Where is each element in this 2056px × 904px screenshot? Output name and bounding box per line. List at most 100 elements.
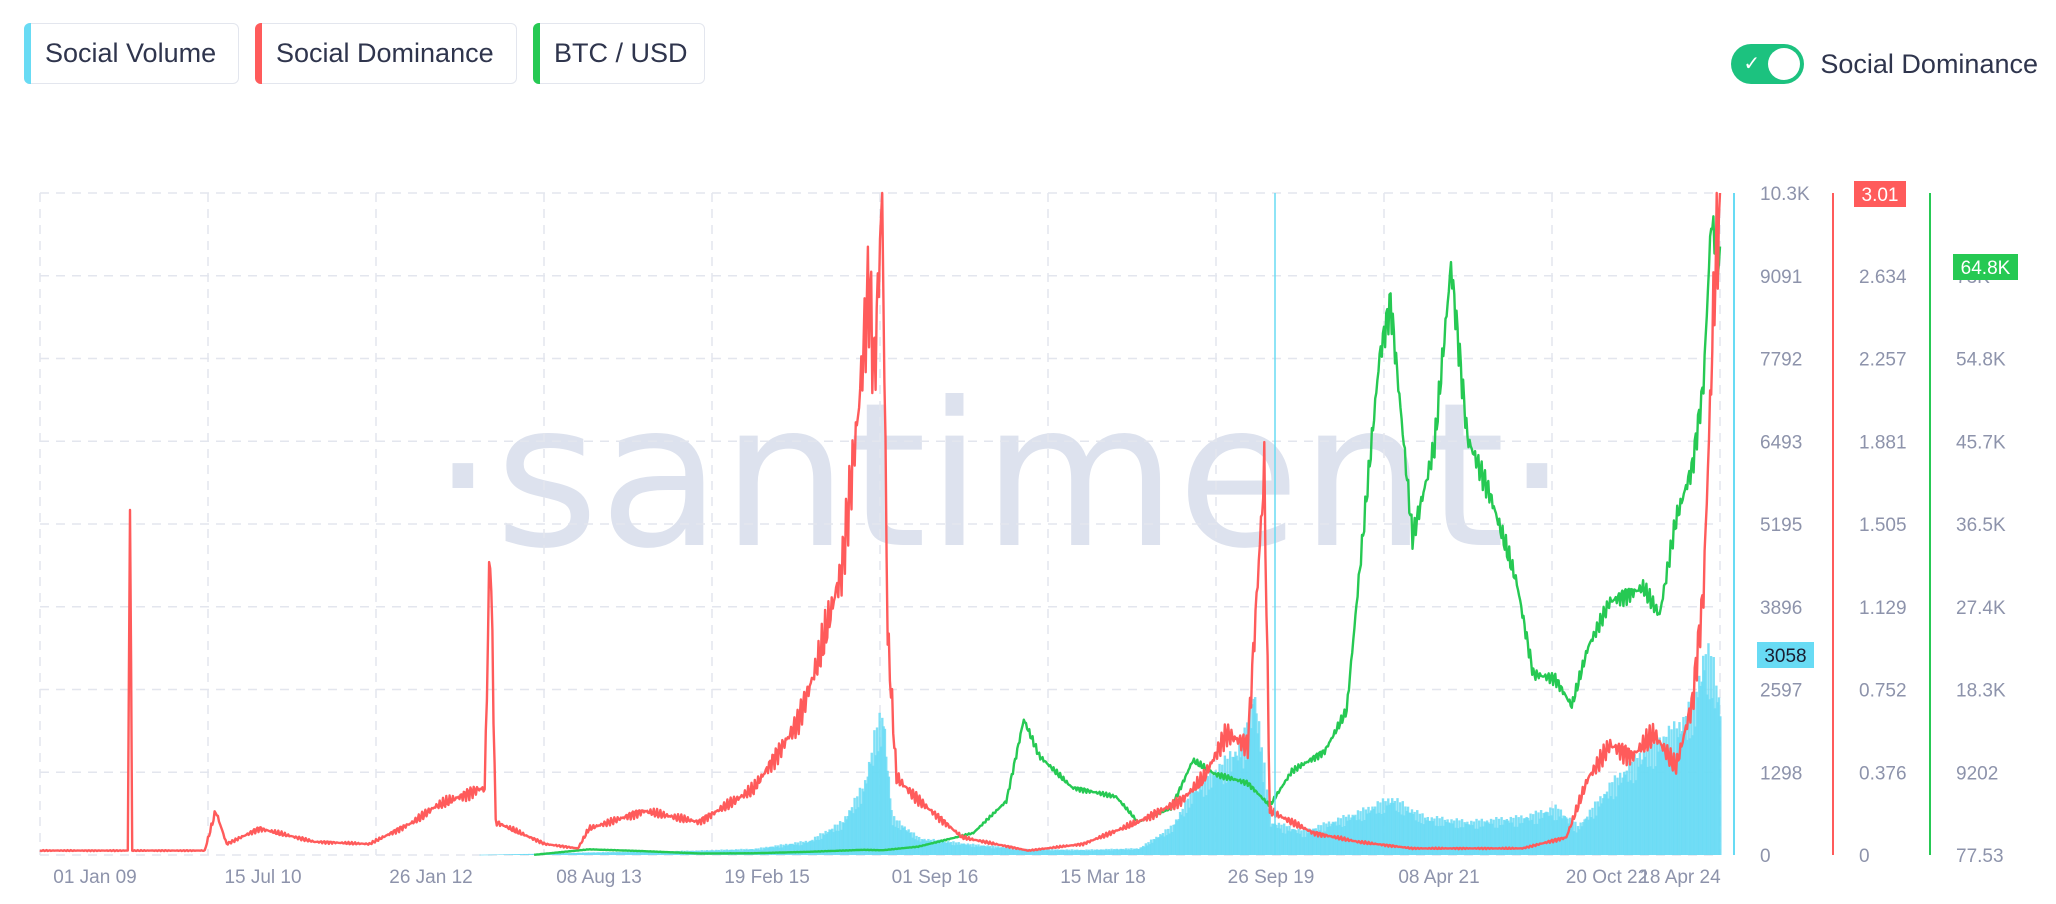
volume-bar <box>1622 771 1626 855</box>
volume-bar <box>524 854 527 855</box>
volume-bar <box>1035 850 1038 855</box>
volume-bar <box>1422 824 1426 855</box>
current-value-badge <box>1757 642 1814 668</box>
volume-bar <box>957 842 960 855</box>
volume-bar <box>902 827 905 855</box>
volume-bar <box>907 829 910 855</box>
volume-bar <box>622 852 626 855</box>
social-dominance-toggle[interactable]: ✓ <box>1731 44 1805 84</box>
axes: 01 Jan 09 15 Jul 10 26 Jan 12 08 Aug 13 19 F… <box>53 181 2018 888</box>
volume-bar <box>1359 811 1362 855</box>
volume-bar <box>479 854 482 856</box>
volume-bar <box>1111 850 1115 855</box>
volume-bar <box>754 848 758 855</box>
volume-bar <box>904 830 908 855</box>
volume-bar <box>985 846 988 855</box>
volume-bar <box>892 816 896 855</box>
volume-bar <box>1333 822 1336 855</box>
volume-bar <box>1363 819 1366 855</box>
volume-bar <box>643 851 647 855</box>
volume-bar <box>1616 777 1619 855</box>
volume-bar <box>832 832 835 855</box>
volume-bar <box>1400 814 1403 855</box>
volume-bar <box>1579 822 1582 855</box>
volume-bar <box>496 854 499 855</box>
volume-bar <box>824 830 827 855</box>
volume-bar <box>1549 807 1552 855</box>
volume-bar <box>827 831 830 855</box>
volume-bar <box>1373 806 1377 855</box>
volume-bar <box>655 851 659 855</box>
volume-bar <box>1488 823 1491 855</box>
volume-bar <box>1644 756 1647 855</box>
volume-bar <box>962 843 966 855</box>
volume-bar <box>1039 849 1042 855</box>
volume-bar <box>1471 824 1474 855</box>
volume-bar <box>1532 814 1535 855</box>
volume-bar <box>912 832 916 855</box>
volume-bar <box>516 854 519 855</box>
volume-bar <box>1454 827 1457 855</box>
volume-bar <box>1101 849 1104 855</box>
volume-bar <box>1456 828 1460 855</box>
volume-bar <box>1306 833 1310 855</box>
volume-bar <box>1178 812 1182 855</box>
volume-bar <box>1576 826 1580 855</box>
volume-bar <box>1240 743 1244 855</box>
volume-bar <box>866 776 870 855</box>
volume-bar <box>796 842 800 855</box>
volume-bar <box>1557 808 1560 855</box>
volume-bar <box>831 828 834 855</box>
volume-bar <box>1057 850 1061 855</box>
volume-bar <box>630 852 634 855</box>
volume-bar <box>520 854 523 855</box>
volume-bar <box>906 831 909 855</box>
volume-bar <box>1687 701 1690 855</box>
volume-bar <box>1285 826 1289 855</box>
volume-bar <box>1596 801 1599 855</box>
volume-bar <box>1350 817 1353 855</box>
volume-bar <box>1215 774 1219 855</box>
volume-bar <box>1474 828 1477 855</box>
volume-bar <box>1599 796 1602 855</box>
metric-social-volume[interactable]: Social Volume <box>24 23 239 84</box>
volume-bar <box>1421 813 1424 855</box>
volume-bar <box>492 854 495 856</box>
volume-bar <box>1666 756 1669 855</box>
y-tick-label: 1.129 <box>1859 598 1907 619</box>
volume-bar <box>1282 823 1286 855</box>
volume-bar <box>815 839 818 855</box>
volume-bar <box>1185 812 1188 855</box>
volume-bar <box>608 852 611 855</box>
volume-bar <box>799 841 802 855</box>
volume-bar <box>1661 746 1664 855</box>
volume-bar <box>1323 831 1327 855</box>
metric-social-dominance[interactable]: Social Dominance <box>255 23 517 84</box>
volume-bar <box>1638 752 1642 855</box>
volume-bar <box>1037 850 1041 855</box>
volume-bar <box>1029 850 1033 855</box>
volume-bar <box>1076 849 1079 855</box>
volume-bar <box>1060 849 1063 855</box>
volume-bar <box>1056 849 1059 855</box>
volume-bar <box>1066 850 1070 855</box>
volume-bar <box>1640 764 1643 855</box>
volume-bar <box>925 840 929 855</box>
volume-bar <box>1087 849 1091 855</box>
volume-bar <box>1184 800 1187 855</box>
volume-bar <box>583 852 586 855</box>
volume-bar <box>1153 839 1157 855</box>
volume-bar <box>1522 818 1526 855</box>
volume-bar <box>1506 820 1510 855</box>
metric-btc-usd[interactable]: BTC / USD <box>533 23 705 84</box>
volume-bar <box>1026 848 1029 855</box>
volume-bar <box>973 847 976 855</box>
x-tick-label: 01 Sep 16 <box>892 867 979 888</box>
volume-bar <box>1315 831 1319 855</box>
volume-bar <box>618 852 622 855</box>
volume-bar <box>887 776 891 855</box>
volume-bar <box>1325 823 1328 855</box>
volume-bar <box>881 717 884 855</box>
social-dominance-toggle-group: ✓ Social Dominance <box>1731 44 2038 84</box>
volume-bar <box>559 853 562 855</box>
